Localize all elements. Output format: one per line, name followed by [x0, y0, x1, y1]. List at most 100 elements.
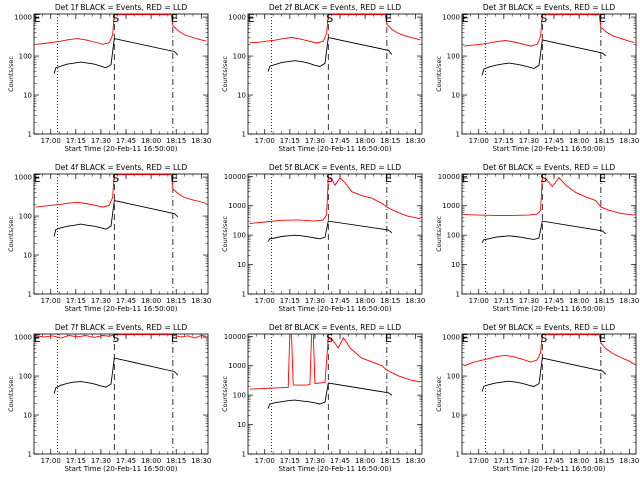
- chart-panel: Det 4f BLACK = Events, RED = LLD 1 10 100 10…: [7, 163, 211, 313]
- chart-panel: Det 3f BLACK = Events, RED = LLD 1 10 100 10…: [435, 3, 639, 153]
- y-tick-label: 10: [451, 261, 460, 269]
- x-tick-label: 17:00: [41, 137, 61, 145]
- y-tick-label: 10: [23, 412, 32, 420]
- y-tick-label: 1000: [442, 334, 460, 342]
- x-tick-label: 18:15: [380, 137, 400, 145]
- x-tick-label: 17:00: [255, 297, 275, 305]
- x-tick-label: 17:45: [116, 297, 136, 305]
- x-axis-label: Start Time (20-Feb-11 16:50:00): [492, 465, 605, 473]
- x-tick-label: 17:00: [255, 137, 275, 145]
- x-tick-label: 17:30: [519, 297, 539, 305]
- x-tick-label: 17:45: [330, 457, 350, 465]
- x-tick-label: 17:15: [494, 297, 514, 305]
- x-tick-label: 17:30: [305, 297, 325, 305]
- x-tick-label: 17:00: [41, 297, 61, 305]
- x-tick-label: 18:30: [619, 457, 639, 465]
- x-tick-label: 18:00: [355, 457, 375, 465]
- y-tick-label: 10: [237, 92, 246, 100]
- series-lld-line: [249, 176, 421, 224]
- x-tick-label: 17:30: [91, 137, 111, 145]
- y-tick-label: 1000: [442, 202, 460, 210]
- x-tick-label: 18:30: [619, 137, 639, 145]
- y-axis-label: Counts/sec: [435, 216, 443, 252]
- y-tick-label: 1: [242, 291, 246, 299]
- plot-frame: [247, 173, 423, 295]
- series-events-line: [481, 39, 607, 76]
- chart-panel: Det 9f BLACK = Events, RED = LLD 1 10 100 10…: [435, 323, 639, 473]
- x-tick-label: 17:30: [91, 297, 111, 305]
- x-tick-label: 17:30: [91, 457, 111, 465]
- y-tick-label: 1000: [14, 174, 32, 182]
- x-tick-label: 18:30: [191, 297, 211, 305]
- chart-title: Det 9f BLACK = Events, RED = LLD: [483, 323, 616, 332]
- y-tick-label: 10: [237, 261, 246, 269]
- chart-panel: Det 2f BLACK = Events, RED = LLD 1 10 100 10…: [221, 3, 425, 153]
- x-tick-label: 17:00: [469, 137, 489, 145]
- x-tick-label: 17:45: [544, 297, 564, 305]
- x-tick-label: 18:15: [594, 137, 614, 145]
- x-tick-label: 17:45: [544, 137, 564, 145]
- chart-title: Det 7f BLACK = Events, RED = LLD: [55, 323, 188, 332]
- y-tick-label: 10: [23, 252, 32, 260]
- event-marker-label: S: [112, 332, 119, 345]
- x-tick-label: 18:00: [141, 457, 161, 465]
- plot-frame: [33, 13, 209, 135]
- series-events-line: [53, 38, 179, 74]
- x-tick-label: 18:30: [191, 457, 211, 465]
- x-tick-label: 18:00: [569, 297, 589, 305]
- x-tick-label: 18:15: [594, 297, 614, 305]
- y-tick-label: 100: [447, 373, 460, 381]
- series-events-line: [53, 357, 179, 394]
- x-tick-label: 17:30: [305, 457, 325, 465]
- x-tick-label: 18:15: [380, 457, 400, 465]
- x-tick-label: 17:15: [280, 137, 300, 145]
- event-marker-label: E: [34, 172, 41, 185]
- series-lld-line: [35, 174, 207, 208]
- y-axis-label: Counts/sec: [435, 376, 443, 412]
- x-tick-label: 17:30: [305, 137, 325, 145]
- x-tick-label: 18:00: [355, 137, 375, 145]
- x-axis-label: Start Time (20-Feb-11 16:50:00): [64, 305, 177, 313]
- x-tick-label: 17:30: [519, 137, 539, 145]
- event-marker-label: E: [599, 332, 606, 345]
- plot-frame: [33, 173, 209, 295]
- event-marker-label: E: [34, 332, 41, 345]
- x-tick-label: 18:00: [569, 137, 589, 145]
- y-tick-label: 10000: [224, 173, 246, 181]
- chart-title: Det 2f BLACK = Events, RED = LLD: [269, 3, 402, 12]
- y-tick-label: 1: [28, 291, 32, 299]
- x-tick-label: 18:00: [569, 457, 589, 465]
- event-marker-label: S: [112, 172, 119, 185]
- x-tick-label: 17:15: [494, 457, 514, 465]
- series-lld-line: [463, 334, 635, 367]
- series-lld-line: [463, 176, 635, 216]
- y-tick-label: 1: [456, 131, 460, 139]
- x-tick-label: 17:00: [469, 297, 489, 305]
- series-lld-line: [249, 14, 421, 44]
- x-tick-label: 18:30: [619, 297, 639, 305]
- y-axis-label: Counts/sec: [7, 376, 15, 412]
- x-axis-label: Start Time (20-Feb-11 16:50:00): [278, 465, 391, 473]
- chart-panel: Det 1f BLACK = Events, RED = LLD 1 10 100 10…: [7, 3, 211, 153]
- x-tick-label: 18:30: [405, 457, 425, 465]
- y-tick-label: 100: [233, 53, 246, 61]
- x-tick-label: 18:00: [141, 137, 161, 145]
- event-marker-label: E: [248, 12, 255, 25]
- event-marker-label: E: [462, 332, 469, 345]
- x-tick-label: 18:30: [191, 137, 211, 145]
- chart-title: Det 4f BLACK = Events, RED = LLD: [55, 163, 188, 172]
- y-tick-label: 1000: [228, 202, 246, 210]
- y-tick-label: 1: [28, 131, 32, 139]
- x-tick-label: 17:00: [469, 457, 489, 465]
- plot-frame: [461, 13, 637, 135]
- x-tick-label: 17:45: [330, 137, 350, 145]
- chart-title: Det 3f BLACK = Events, RED = LLD: [483, 3, 616, 12]
- x-tick-label: 17:45: [116, 457, 136, 465]
- y-tick-label: 1000: [14, 14, 32, 22]
- plot-frame: [33, 333, 209, 455]
- series-events-line: [481, 220, 607, 244]
- chart-panel: Det 5f BLACK = Events, RED = LLD 1 10 100 10…: [221, 163, 425, 313]
- x-tick-label: 17:15: [66, 457, 86, 465]
- y-tick-label: 10: [451, 92, 460, 100]
- y-axis-label: Counts/sec: [221, 56, 229, 92]
